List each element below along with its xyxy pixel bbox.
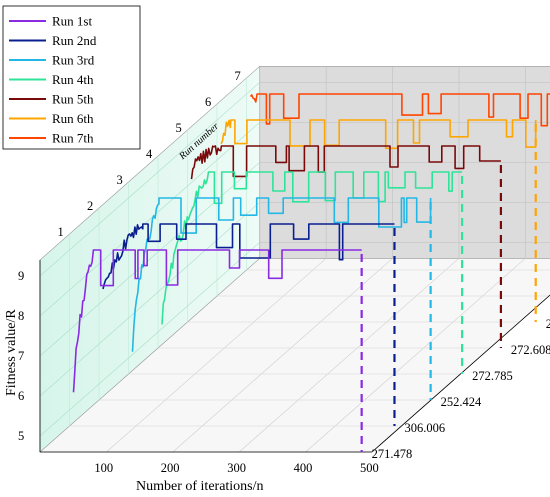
series-1 — [72, 249, 363, 452]
series-2 — [102, 223, 396, 426]
legend-item-2: Run 2nd — [9, 33, 97, 48]
y-left-tick-label: 9 — [18, 269, 24, 283]
x-tick-label: 100 — [94, 461, 113, 475]
x-tick-label: 500 — [360, 461, 379, 475]
wall-gridline-value — [39, 242, 260, 437]
floor-gridline-x — [172, 258, 393, 453]
floor-gridline-x — [106, 258, 327, 453]
series-line-1 — [72, 249, 362, 393]
series-5 — [190, 145, 503, 348]
series-3 — [131, 197, 432, 400]
legend-label-7: Run 7th — [52, 131, 94, 146]
series-4 — [161, 171, 464, 374]
legend-item-6: Run 6th — [9, 111, 94, 126]
x-tick-label: 400 — [294, 461, 313, 475]
series-line-7 — [249, 93, 550, 127]
legend-item-4: Run 4th — [9, 72, 94, 87]
legend-box — [2, 5, 141, 150]
time-axis-line — [371, 294, 550, 453]
y-left-tick-label: 6 — [18, 389, 24, 403]
legend-label-5: Run 5th — [52, 92, 94, 107]
run-tick-label: 3 — [117, 173, 123, 187]
y-left-tick-label: 8 — [18, 309, 24, 323]
x-tick-label: 200 — [161, 461, 180, 475]
legend-item-5: Run 5th — [9, 92, 94, 107]
time-label-4: 272.785 — [472, 369, 513, 383]
x-tick-label: 300 — [227, 461, 246, 475]
y-left-tick-label: 7 — [18, 349, 24, 363]
series-layer — [72, 93, 550, 452]
wall-gridline-value — [39, 162, 260, 357]
y-left-tick-label: 5 — [18, 429, 24, 443]
legend-item-3: Run 3rd — [9, 53, 95, 68]
legend: Run 1st Run 2nd Run 3rd Run 4th Run 5th Run 6… — [2, 5, 141, 150]
x-axis-title: Number of iterations/n — [136, 479, 264, 494]
series-7 — [249, 93, 550, 127]
run-tick-label: 1 — [58, 225, 64, 239]
wall-gridline-value — [39, 202, 260, 397]
series-line-2 — [102, 223, 395, 290]
time-label-6: 273.964 — [546, 317, 550, 331]
time-label-2: 306.006 — [404, 421, 445, 435]
legend-item-7: Run 7th — [9, 131, 94, 146]
legend-label-6: Run 6th — [52, 111, 94, 126]
run-tick-label: 6 — [205, 95, 211, 109]
legend-label-1: Run 1st — [52, 14, 92, 29]
legend-label-4: Run 4th — [52, 72, 94, 87]
series-line-3 — [131, 197, 432, 352]
time-label-3: 252.424 — [441, 395, 482, 409]
y-axis-left-title: Fitness value/R — [4, 309, 19, 396]
floor-gridline-x — [239, 258, 460, 453]
legend-label-2: Run 2nd — [52, 33, 97, 48]
run-tick-label: 7 — [235, 69, 241, 83]
time-label-5: 272.608 — [511, 343, 550, 357]
floor-gridline-x — [305, 258, 526, 453]
series-line-5 — [190, 145, 501, 180]
wall-gridline-value — [39, 82, 260, 277]
time-label-1: 271.478 — [372, 447, 413, 461]
series-line-4 — [161, 171, 463, 325]
legend-label-3: Run 3rd — [52, 53, 95, 68]
run-tick-label: 2 — [87, 199, 93, 213]
wall-gridline-value — [39, 122, 260, 317]
series-line-6 — [220, 119, 537, 150]
series-6 — [220, 119, 537, 322]
run-tick-label: 5 — [176, 121, 182, 135]
chart-gridlines — [39, 66, 550, 453]
run-tick-label: 4 — [146, 147, 153, 161]
legend-item-1: Run 1st — [9, 14, 92, 29]
